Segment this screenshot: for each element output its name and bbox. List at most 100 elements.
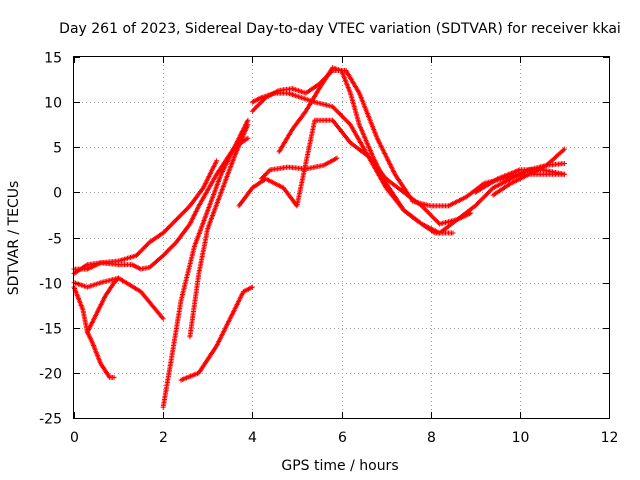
y-tick-label: 10 bbox=[44, 96, 62, 112]
series-s13 bbox=[276, 65, 567, 236]
series-s15 bbox=[472, 167, 567, 195]
data-point bbox=[138, 248, 144, 254]
data-point bbox=[483, 192, 489, 198]
series-s12 bbox=[258, 155, 340, 182]
data-point bbox=[333, 107, 339, 113]
data-point bbox=[162, 228, 168, 234]
data-point bbox=[167, 246, 173, 252]
data-point bbox=[252, 106, 258, 112]
y-tick-label: 0 bbox=[53, 186, 62, 202]
data-point bbox=[111, 374, 117, 380]
series-s6 bbox=[160, 117, 251, 410]
data-point bbox=[170, 220, 176, 226]
data-point bbox=[179, 211, 185, 217]
data-point bbox=[168, 222, 174, 228]
data-point bbox=[256, 101, 262, 107]
y-tick-label: -20 bbox=[39, 367, 62, 383]
data-point bbox=[261, 174, 266, 180]
data-point bbox=[164, 227, 169, 233]
data-point bbox=[421, 205, 427, 211]
data-point bbox=[424, 209, 430, 215]
data-point bbox=[263, 171, 269, 177]
data-point bbox=[160, 316, 166, 322]
y-tick-label: -10 bbox=[39, 277, 62, 293]
data-point bbox=[473, 202, 479, 208]
chart-title: Day 261 of 2023, Sidereal Day-to-day VTE… bbox=[59, 21, 621, 37]
data-point bbox=[258, 99, 264, 105]
data-point bbox=[339, 113, 344, 119]
data-point bbox=[249, 284, 255, 290]
data-point bbox=[135, 251, 140, 257]
data-point bbox=[259, 175, 265, 181]
data-point bbox=[259, 98, 265, 104]
series-s3 bbox=[71, 275, 166, 322]
data-point bbox=[561, 161, 567, 166]
data-point bbox=[258, 176, 264, 182]
plot-frame bbox=[73, 56, 610, 419]
series-s2 bbox=[71, 135, 251, 272]
series-s1 bbox=[71, 158, 220, 277]
x-tick-label: 10 bbox=[512, 430, 530, 446]
data-point bbox=[332, 106, 338, 112]
data-point bbox=[140, 246, 146, 252]
data-point bbox=[477, 198, 483, 204]
data-point bbox=[264, 170, 270, 176]
data-point bbox=[180, 210, 186, 216]
data-point bbox=[480, 195, 486, 201]
data-point bbox=[427, 211, 433, 217]
y-tick-label: 5 bbox=[53, 141, 62, 157]
data-point bbox=[422, 206, 428, 212]
data-point bbox=[245, 117, 251, 123]
data-point bbox=[254, 104, 260, 110]
data-point bbox=[133, 253, 139, 258]
data-point bbox=[249, 108, 255, 114]
data-point bbox=[176, 214, 182, 220]
data-point bbox=[160, 230, 166, 236]
x-tick-label: 12 bbox=[601, 430, 619, 446]
data-point bbox=[561, 146, 567, 152]
data-point bbox=[341, 115, 347, 121]
data-point bbox=[169, 244, 175, 249]
series-s7 bbox=[187, 122, 251, 340]
data-point bbox=[160, 253, 166, 258]
data-point bbox=[184, 206, 190, 212]
data-point bbox=[178, 212, 184, 218]
data-point bbox=[139, 247, 145, 253]
data-point bbox=[171, 219, 177, 225]
data-point bbox=[485, 191, 490, 196]
y-tick-label: -5 bbox=[48, 232, 62, 248]
data-point bbox=[340, 114, 346, 120]
axis-ticks: 0 2 4 6 8 10 12 15 10 5 0 -5 -10 -15 -20 -25 bbox=[39, 51, 618, 447]
series-s5 bbox=[84, 275, 122, 335]
x-tick-label: 0 bbox=[70, 430, 79, 446]
data-point bbox=[488, 187, 494, 193]
data-point bbox=[429, 213, 435, 219]
data-point bbox=[331, 105, 337, 111]
data-point bbox=[255, 103, 261, 108]
x-axis-label: GPS time / hours bbox=[281, 458, 398, 474]
y-tick-label: -15 bbox=[39, 322, 62, 338]
series-s11 bbox=[249, 68, 567, 209]
data-point bbox=[560, 147, 566, 153]
data-point bbox=[335, 109, 341, 115]
data-point bbox=[336, 110, 342, 116]
data-point bbox=[450, 230, 456, 236]
data-point bbox=[170, 242, 176, 248]
data-point bbox=[476, 200, 482, 205]
data-point bbox=[142, 244, 148, 249]
data-point bbox=[481, 194, 487, 200]
y-tick-label: 15 bbox=[44, 51, 62, 67]
data-point bbox=[561, 171, 567, 177]
data-point bbox=[175, 215, 181, 221]
data-point bbox=[431, 215, 437, 221]
data-point bbox=[434, 219, 440, 225]
data-point bbox=[245, 135, 251, 141]
data-point bbox=[334, 155, 340, 161]
data-point bbox=[430, 214, 436, 220]
data-point bbox=[472, 203, 478, 209]
series-s4 bbox=[71, 284, 117, 380]
data-point bbox=[183, 207, 188, 213]
y-axis-label: SDTVAR / TECUs bbox=[6, 181, 22, 296]
x-tick-label: 2 bbox=[159, 430, 168, 446]
